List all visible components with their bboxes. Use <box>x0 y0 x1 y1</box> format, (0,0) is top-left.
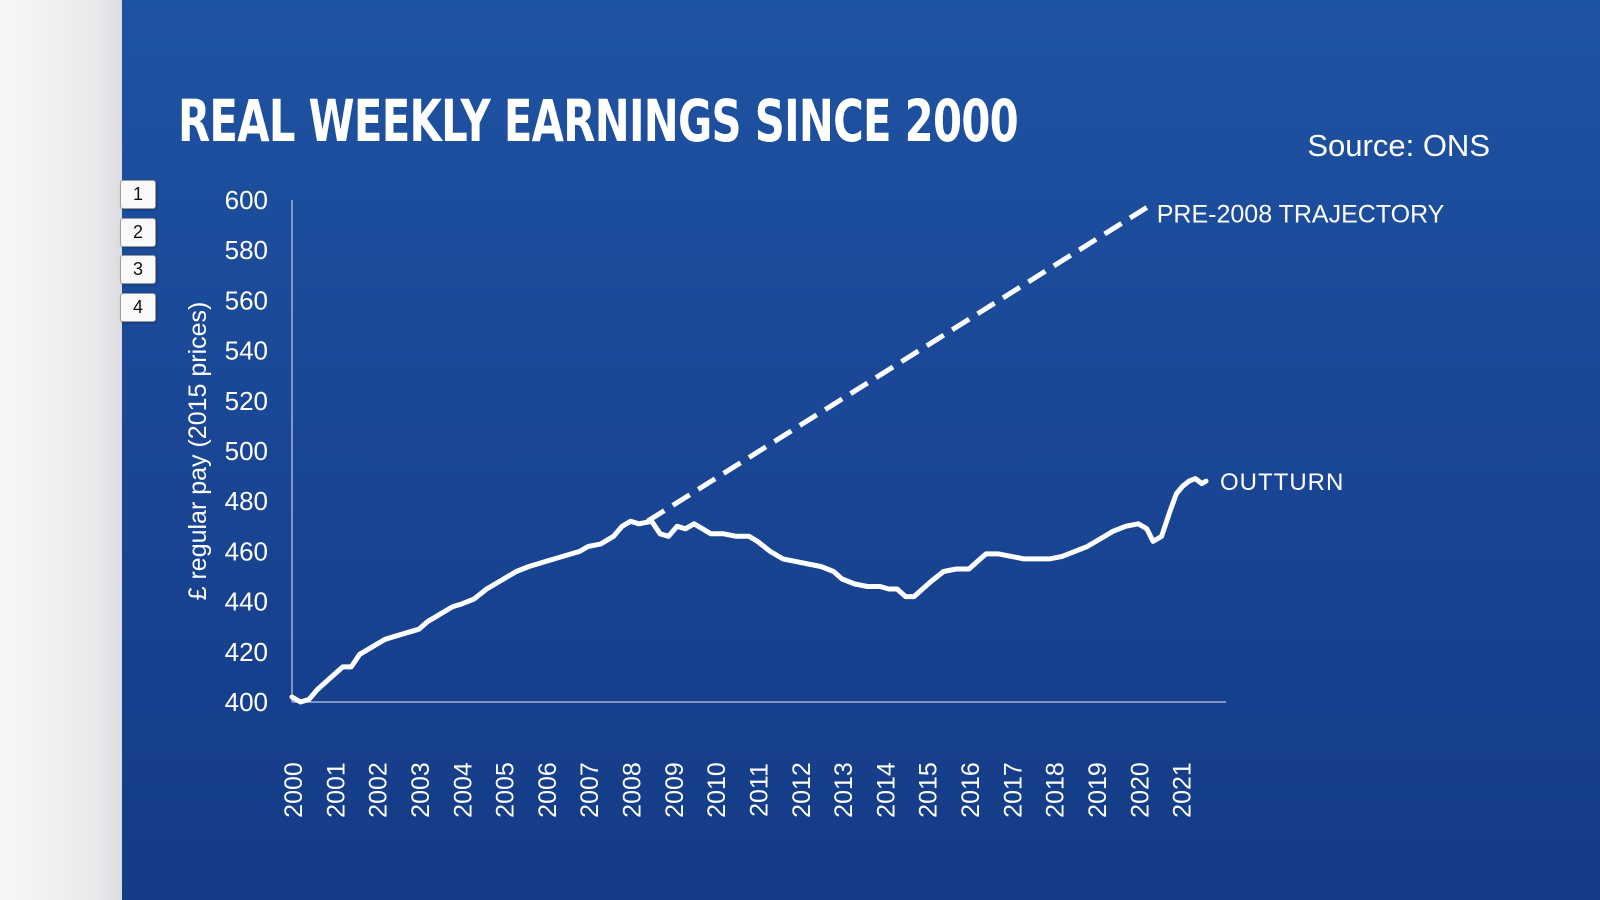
y-tick-label: 600 <box>225 185 268 215</box>
left-gutter <box>0 0 122 900</box>
x-tick-label: 2011 <box>745 763 773 817</box>
source-label: Source: ONS <box>1307 128 1490 163</box>
x-tick-label: 2019 <box>1084 762 1112 818</box>
y-tick-label: 440 <box>225 587 268 617</box>
x-tick-label: 2016 <box>957 762 985 818</box>
outturn-label: OUTTURN <box>1220 469 1344 496</box>
x-tick-label: 2008 <box>619 762 647 818</box>
x-tick-label: 2021 <box>1169 762 1197 818</box>
x-tick-label: 2001 <box>322 762 350 818</box>
x-tick-label: 2000 <box>280 762 308 818</box>
chart-slide: REAL WEEKLY EARNINGS SINCE 2000 Source: … <box>122 0 1600 900</box>
y-tick-label: 580 <box>225 235 268 265</box>
y-tick-label: 500 <box>225 436 268 466</box>
x-tick-label: 2005 <box>492 762 520 818</box>
y-axis-label: £ regular pay (2015 prices) <box>184 302 212 601</box>
side-tab-2[interactable]: 2 <box>120 218 156 247</box>
x-tick-label: 2017 <box>999 762 1027 818</box>
y-tick-label: 560 <box>225 285 268 315</box>
chart-title: REAL WEEKLY EARNINGS SINCE 2000 <box>178 87 1019 155</box>
side-tab-4[interactable]: 4 <box>120 293 156 322</box>
x-tick-label: 2012 <box>788 762 816 818</box>
x-tick-label: 2007 <box>576 762 604 818</box>
x-tick-label: 2015 <box>915 762 943 818</box>
x-tick-label: 2006 <box>534 762 562 818</box>
x-tick-label: 2014 <box>872 762 900 818</box>
side-tab-3[interactable]: 3 <box>120 255 156 284</box>
outturn-line <box>289 476 1209 705</box>
side-tab-1[interactable]: 1 <box>120 180 156 209</box>
y-tick-label: 540 <box>225 336 268 366</box>
x-tick-label: 2004 <box>449 762 477 818</box>
x-tick-label: 2002 <box>365 762 393 818</box>
x-tick-label: 2003 <box>407 762 435 818</box>
x-tick-label: 2010 <box>703 762 731 818</box>
y-tick-label: 520 <box>225 386 268 416</box>
y-tick-label: 400 <box>225 687 268 717</box>
earnings-line-chart: 400 420 440 460 480 500 520 540 560 580 600 2000 200… <box>184 185 1445 818</box>
x-tick-label: 2018 <box>1042 762 1070 818</box>
y-tick-label: 460 <box>225 536 268 566</box>
pre-2008-trajectory-label: PRE-2008 TRAJECTORY <box>1157 201 1445 229</box>
x-tick-label: 2020 <box>1126 762 1154 818</box>
y-tick-label: 420 <box>225 637 268 667</box>
x-tick-label: 2013 <box>830 762 858 818</box>
pre-2008-trajectory-line <box>646 205 1149 524</box>
y-tick-label: 480 <box>225 486 268 516</box>
x-tick-label: 2009 <box>661 762 689 818</box>
